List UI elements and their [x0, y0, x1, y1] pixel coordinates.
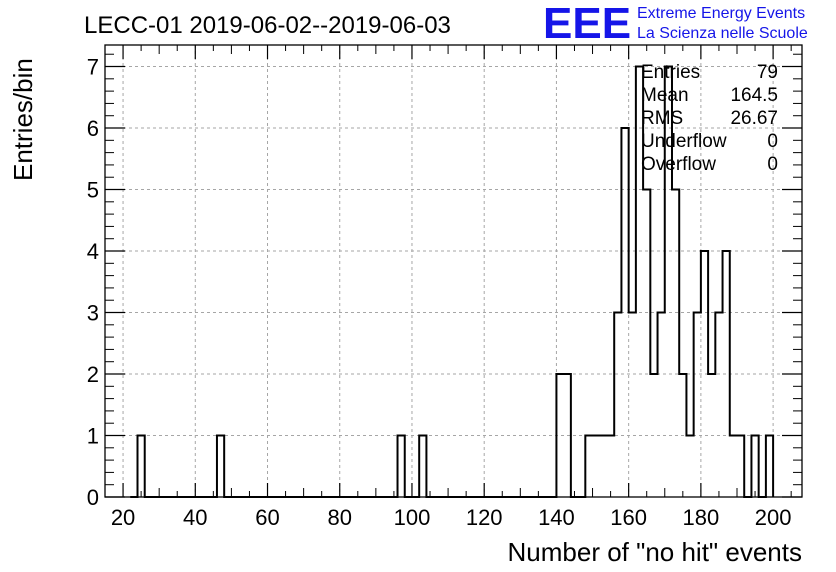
x-axis-title: Number of "no hit" events [508, 537, 803, 567]
y-tick-label: 6 [87, 116, 99, 141]
histogram-bin [629, 313, 636, 497]
x-tick-label: 200 [755, 505, 792, 530]
eee-logo: EEE Extreme Energy Events La Scienza nel… [543, 0, 808, 48]
x-tick-label: 20 [111, 505, 135, 530]
histogram-bin [614, 313, 621, 497]
histogram-bin [138, 436, 145, 497]
histogram-bin [701, 251, 708, 497]
y-tick-label: 2 [87, 362, 99, 387]
histogram-bin [723, 251, 730, 497]
histogram-bin [419, 436, 426, 497]
x-tick-label: 40 [183, 505, 207, 530]
stats-label: Overflow [641, 154, 716, 175]
histogram-bin [766, 436, 773, 497]
histogram-bin [658, 313, 665, 497]
histogram-bin [621, 128, 628, 497]
stats-value: 164.5 [730, 85, 778, 106]
stats-value: 0 [767, 131, 778, 152]
y-tick-label: 1 [87, 424, 99, 449]
x-tick-label: 140 [538, 505, 575, 530]
eee-logo-line1: Extreme Energy Events [637, 5, 805, 22]
x-tick-labels: 20 40 60 80 100 120 140 160 180 200 [111, 505, 792, 530]
axis-ticks [104, 45, 802, 498]
eee-logo-line2: La Scienza nelle Scuole [637, 25, 808, 42]
histogram-bin [585, 436, 592, 497]
x-tick-label: 120 [466, 505, 503, 530]
y-tick-label: 4 [87, 239, 99, 264]
y-axis-title: Entries/bin [8, 58, 38, 181]
histogram-outline [130, 65, 775, 498]
histogram-bin [672, 190, 679, 497]
stats-value: 0 [767, 154, 778, 175]
eee-logo-mark: EEE [543, 0, 631, 48]
grid-lines [105, 45, 802, 497]
histogram-bin [593, 436, 600, 497]
chart-title: LECC-01 2019-06-02--2019-06-03 [84, 12, 451, 39]
y-tick-label: 7 [87, 55, 99, 80]
histogram-bin [686, 436, 693, 497]
histogram-bin [730, 436, 737, 497]
x-tick-label: 100 [394, 505, 431, 530]
histogram-bin [694, 313, 701, 497]
stats-value: 26.67 [730, 108, 778, 129]
histogram-bin [556, 374, 563, 497]
histogram-bin [607, 436, 614, 497]
histogram-bin [737, 436, 744, 497]
histogram-bin [217, 436, 224, 497]
histogram-bin [665, 67, 672, 497]
histogram-bin [650, 374, 657, 497]
x-tick-label: 180 [683, 505, 720, 530]
histogram-bin [600, 436, 607, 497]
histogram-bin [636, 67, 643, 497]
histogram-bin [679, 374, 686, 497]
histogram-bin [751, 436, 758, 497]
y-tick-label: 0 [87, 485, 99, 510]
stats-label: Mean [641, 85, 689, 106]
histogram-bin [398, 436, 405, 497]
x-tick-label: 60 [255, 505, 279, 530]
stats-label: Underflow [641, 131, 727, 152]
y-tick-labels: 0 1 2 3 4 5 6 7 [87, 55, 99, 510]
histogram-bin [564, 374, 571, 497]
histogram-bin [708, 374, 715, 497]
stats-label: RMS [641, 108, 683, 129]
stats-label: Entries [641, 62, 700, 83]
x-tick-label: 160 [610, 505, 647, 530]
histogram-bin [715, 313, 722, 497]
x-tick-label: 80 [327, 505, 351, 530]
y-tick-label: 5 [87, 178, 99, 203]
y-tick-label: 3 [87, 301, 99, 326]
stats-value: 79 [757, 62, 778, 83]
histogram-bin [643, 190, 650, 497]
